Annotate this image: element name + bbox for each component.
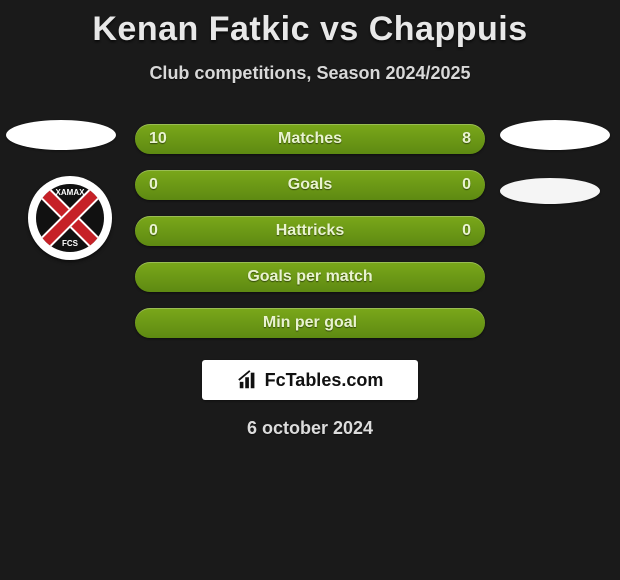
stat-right-value: 0: [462, 222, 471, 240]
page-title: Kenan Fatkic vs Chappuis: [0, 0, 620, 49]
stat-label: Matches: [278, 130, 342, 148]
bar-chart-icon: [237, 369, 259, 391]
avatar-ellipse: [6, 120, 116, 150]
stat-label: Hattricks: [276, 222, 344, 240]
stat-left-value: 10: [149, 130, 167, 148]
stat-label: Min per goal: [263, 314, 357, 332]
stat-left-value: 0: [149, 176, 158, 194]
stat-row-goals: 0 Goals 0: [135, 170, 485, 200]
date-label: 6 october 2024: [0, 418, 620, 439]
stat-row-min-per-goal: Min per goal: [135, 308, 485, 338]
avatar-ellipse: [500, 178, 600, 204]
brand-box: FcTables.com: [202, 360, 418, 400]
stat-label: Goals: [288, 176, 332, 194]
stat-row-goals-per-match: Goals per match: [135, 262, 485, 292]
club-badge-graphic: XAMAX FCS: [36, 184, 104, 252]
stat-right-value: 8: [462, 130, 471, 148]
avatar-ellipse: [500, 120, 610, 150]
stats-container: 10 Matches 8 0 Goals 0 0 Hattricks 0 Goa…: [135, 124, 485, 338]
page-subtitle: Club competitions, Season 2024/2025: [0, 63, 620, 84]
stat-row-hattricks: 0 Hattricks 0: [135, 216, 485, 246]
player-left-avatar: [6, 120, 116, 150]
stat-left-value: 0: [149, 222, 158, 240]
stat-row-matches: 10 Matches 8: [135, 124, 485, 154]
club-badge-text-bottom: FCS: [62, 239, 78, 248]
stat-right-value: 0: [462, 176, 471, 194]
club-badge-text-top: XAMAX: [56, 188, 85, 197]
brand-text: FcTables.com: [265, 370, 384, 391]
player-right-avatar: [500, 120, 610, 204]
club-badge-left: XAMAX FCS: [28, 176, 112, 260]
stat-label: Goals per match: [247, 268, 372, 286]
